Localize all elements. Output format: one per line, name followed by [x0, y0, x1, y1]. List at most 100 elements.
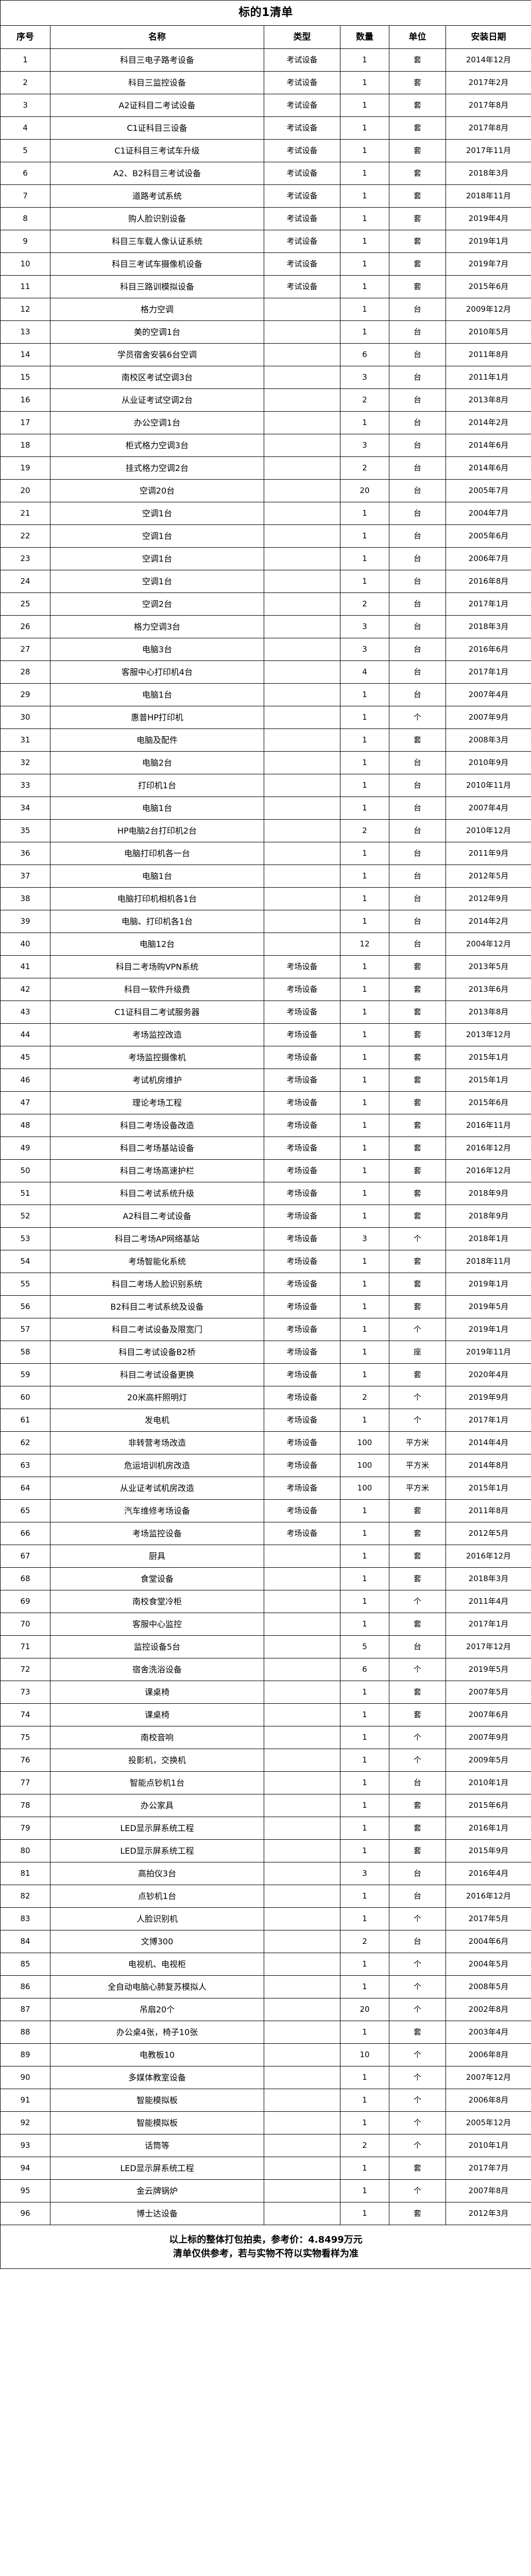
row-type — [264, 842, 340, 865]
row-date: 2016年8月 — [445, 570, 531, 593]
row-qty: 1 — [340, 1567, 389, 1590]
row-qty: 1 — [340, 1885, 389, 1908]
row-qty: 1 — [340, 865, 389, 888]
row-qty: 1 — [340, 1363, 389, 1386]
row-seq: 73 — [0, 1681, 50, 1704]
row-date: 2014年8月 — [445, 1454, 531, 1477]
row-type — [264, 819, 340, 842]
row-seq: 37 — [0, 865, 50, 888]
row-unit: 台 — [389, 751, 446, 774]
row-date: 2016年6月 — [445, 638, 531, 661]
row-qty: 1 — [340, 94, 389, 117]
table-row: 45 考场监控摄像机 考场设备 1 套 2015年1月 — [0, 1046, 531, 1069]
row-name: 厨具 — [50, 1545, 264, 1568]
row-name: 人脸识别机 — [50, 1907, 264, 1930]
table-row: 90 多媒体教室设备 1 个 2007年12月 — [0, 2066, 531, 2089]
row-type — [264, 660, 340, 684]
row-type: 考场设备 — [264, 1205, 340, 1228]
row-unit: 个 — [389, 1998, 446, 2021]
table-row: 3 A2证科目二考试设备 考试设备 1 套 2017年8月 — [0, 94, 531, 117]
row-type — [264, 2066, 340, 2089]
row-type: 考试设备 — [264, 139, 340, 162]
row-unit: 个 — [389, 1409, 446, 1432]
row-type: 考场设备 — [264, 1341, 340, 1364]
row-name: 从业证考试空调2台 — [50, 388, 264, 412]
row-date: 2018年1月 — [445, 1227, 531, 1250]
table-row: 42 科目一软件升级费 考场设备 1 套 2013年6月 — [0, 978, 531, 1001]
row-unit: 套 — [389, 1794, 446, 1817]
row-seq: 87 — [0, 1998, 50, 2021]
table-row: 49 科目二考场基站设备 考场设备 1 套 2016年12月 — [0, 1137, 531, 1160]
row-seq: 28 — [0, 660, 50, 684]
row-seq: 29 — [0, 683, 50, 706]
row-name: 发电机 — [50, 1409, 264, 1432]
table-row: 12 格力空调 1 台 2009年12月 — [0, 298, 531, 321]
row-qty: 20 — [340, 1998, 389, 2021]
row-name: 南校区考试空调3台 — [50, 366, 264, 389]
row-type — [264, 751, 340, 774]
table-row: 87 吊扇20个 20 个 2002年8月 — [0, 1998, 531, 2021]
row-qty: 1 — [340, 1839, 389, 1862]
row-date: 2013年6月 — [445, 978, 531, 1001]
row-date: 2003年4月 — [445, 2021, 531, 2044]
row-date: 2014年12月 — [445, 48, 531, 72]
row-seq: 31 — [0, 728, 50, 752]
row-type — [264, 1726, 340, 1749]
row-qty: 1 — [340, 1749, 389, 1772]
row-date: 2007年9月 — [445, 1726, 531, 1749]
table-row: 58 科目二考试设备B2桥 考场设备 1 座 2019年11月 — [0, 1341, 531, 1364]
row-name: 电脑1台 — [50, 796, 264, 820]
row-unit: 台 — [389, 570, 446, 593]
table-row: 22 空调1台 1 台 2005年6月 — [0, 524, 531, 548]
row-date: 2011年1月 — [445, 366, 531, 389]
row-date: 2017年1月 — [445, 592, 531, 616]
table-row: 13 美的空调1台 1 台 2010年5月 — [0, 320, 531, 344]
row-date: 2010年12月 — [445, 819, 531, 842]
row-type — [264, 1975, 340, 1998]
row-qty: 1 — [340, 116, 389, 140]
row-qty: 1 — [340, 570, 389, 593]
row-seq: 60 — [0, 1386, 50, 1409]
row-type — [264, 728, 340, 752]
row-qty: 6 — [340, 343, 389, 366]
row-unit: 套 — [389, 184, 446, 208]
row-qty: 12 — [340, 933, 389, 956]
row-unit: 座 — [389, 1341, 446, 1364]
row-date: 2007年4月 — [445, 683, 531, 706]
table-row: 66 考场监控设备 考场设备 1 套 2012年5月 — [0, 1522, 531, 1545]
row-type — [264, 1545, 340, 1568]
row-qty: 1 — [340, 1205, 389, 1228]
row-seq: 59 — [0, 1363, 50, 1386]
row-seq: 48 — [0, 1114, 50, 1137]
row-type: 考试设备 — [264, 94, 340, 117]
row-qty: 1 — [340, 887, 389, 910]
row-qty: 1 — [340, 1341, 389, 1364]
row-date: 2019年1月 — [445, 1273, 531, 1296]
row-unit: 套 — [389, 139, 446, 162]
row-date: 2017年7月 — [445, 2157, 531, 2180]
row-date: 2007年9月 — [445, 706, 531, 729]
row-seq: 92 — [0, 2111, 50, 2134]
row-seq: 15 — [0, 366, 50, 389]
row-seq: 2 — [0, 71, 50, 94]
row-date: 2017年8月 — [445, 116, 531, 140]
row-unit: 套 — [389, 230, 446, 253]
table-row: 92 智能模拟板 1 个 2005年12月 — [0, 2111, 531, 2134]
table-row: 24 空调1台 1 台 2016年8月 — [0, 570, 531, 593]
row-seq: 26 — [0, 615, 50, 638]
row-unit: 套 — [389, 1159, 446, 1182]
row-seq: 41 — [0, 955, 50, 978]
row-date: 2010年5月 — [445, 320, 531, 344]
table-row: 47 理论考场工程 考场设备 1 套 2015年6月 — [0, 1091, 531, 1114]
row-type — [264, 343, 340, 366]
row-date: 2008年5月 — [445, 1975, 531, 1998]
row-date: 2013年12月 — [445, 1023, 531, 1046]
table-row: 55 科目二考场人脸识别系统 考场设备 1 套 2019年1月 — [0, 1273, 531, 1296]
row-name: 美的空调1台 — [50, 320, 264, 344]
table-row: 34 电脑1台 1 台 2007年4月 — [0, 796, 531, 820]
row-seq: 6 — [0, 162, 50, 185]
table-row: 17 办公空调1台 1 台 2014年2月 — [0, 411, 531, 434]
row-date: 2017年8月 — [445, 94, 531, 117]
row-unit: 套 — [389, 1499, 446, 1522]
row-seq: 55 — [0, 1273, 50, 1296]
